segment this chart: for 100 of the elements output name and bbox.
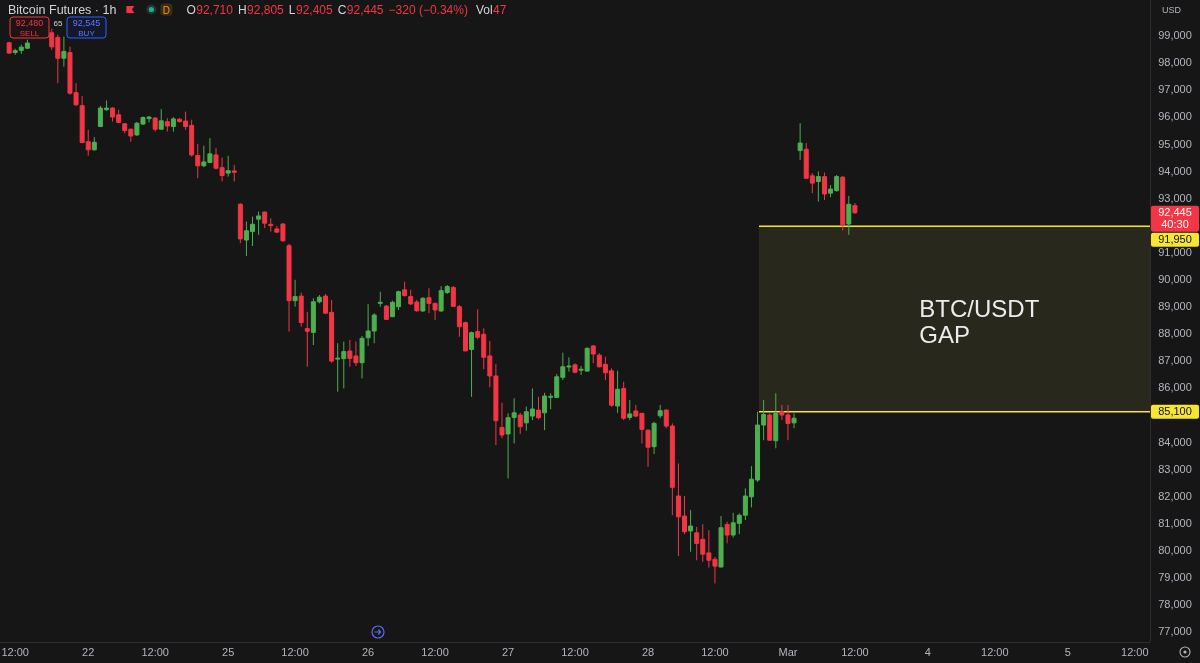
y-tick-label: 77,000 bbox=[1158, 625, 1192, 638]
candlestick bbox=[767, 412, 773, 442]
x-tick-label: 26 bbox=[362, 646, 375, 658]
candlestick bbox=[225, 155, 231, 178]
candlestick bbox=[724, 521, 730, 544]
y-tick-label: 78,000 bbox=[1158, 598, 1192, 611]
y-tick-label: 81,000 bbox=[1158, 516, 1192, 529]
x-tick-label: 28 bbox=[641, 646, 655, 658]
candlestick bbox=[377, 291, 383, 308]
candlestick bbox=[469, 331, 475, 398]
candlestick bbox=[791, 412, 797, 429]
candlestick bbox=[572, 362, 578, 374]
y-tick-label: 91,000 bbox=[1158, 245, 1192, 258]
annotation: 47 bbox=[493, 3, 507, 17]
x-tick-label: 12:00 bbox=[421, 646, 449, 658]
annotation: C bbox=[337, 3, 347, 17]
x-tick-label: 25 bbox=[222, 646, 235, 658]
candlestick bbox=[158, 108, 164, 131]
x-tick-label: Mar bbox=[778, 646, 798, 658]
x-tick-label: 12:00 bbox=[1121, 646, 1149, 658]
candlestick bbox=[535, 396, 541, 420]
x-tick-label: 12:00 bbox=[701, 646, 729, 658]
candlestick bbox=[627, 399, 633, 421]
candlestick bbox=[645, 428, 651, 468]
y-tick-label: 89,000 bbox=[1158, 300, 1192, 313]
ref-line-label: 85,100 bbox=[1158, 405, 1192, 418]
candlestick bbox=[815, 170, 821, 203]
x-tick-label: 12:00 bbox=[141, 646, 169, 658]
y-tick-label: 87,000 bbox=[1158, 354, 1192, 367]
ref-line-label: 91,950 bbox=[1158, 233, 1192, 246]
candlestick bbox=[256, 211, 262, 236]
annotation: 92,805 bbox=[247, 3, 285, 17]
candlestick bbox=[517, 412, 523, 435]
y-tick-label: 90,000 bbox=[1158, 273, 1192, 286]
candlestick bbox=[615, 370, 621, 414]
candlestick bbox=[499, 402, 505, 439]
candlestick bbox=[91, 136, 97, 152]
annotation: 92,545 bbox=[72, 18, 101, 28]
text: 40:30 bbox=[1161, 218, 1189, 231]
candlestick bbox=[718, 515, 724, 569]
candlestick bbox=[420, 296, 426, 313]
candlestick bbox=[152, 116, 158, 133]
y-tick-label: 88,000 bbox=[1158, 327, 1192, 340]
y-tick-label: 97,000 bbox=[1158, 83, 1192, 96]
candlestick bbox=[237, 202, 243, 244]
candlestick bbox=[286, 243, 292, 333]
candlestick bbox=[657, 404, 663, 419]
candlestick bbox=[6, 41, 12, 55]
candlestick bbox=[402, 281, 408, 298]
annotation: −320 (−0.34%) bbox=[388, 3, 468, 17]
candlestick bbox=[262, 211, 268, 229]
annotation: O bbox=[186, 3, 196, 17]
candlestick bbox=[268, 217, 274, 233]
text: USD bbox=[1162, 5, 1182, 15]
y-tick-label: 98,000 bbox=[1158, 56, 1192, 69]
candlestick bbox=[359, 335, 365, 379]
x-tick-label: 5 bbox=[1064, 646, 1071, 658]
candlestick bbox=[846, 195, 852, 236]
annotation: Vol bbox=[475, 3, 493, 17]
y-tick-label: 80,000 bbox=[1158, 543, 1192, 556]
y-tick-label: 96,000 bbox=[1158, 110, 1192, 123]
annotation: H bbox=[237, 3, 247, 17]
annotation: 92,480 bbox=[15, 18, 44, 28]
annotation: L bbox=[288, 3, 296, 17]
annotation: 92,405 bbox=[295, 3, 333, 17]
annotation: BUY bbox=[78, 28, 96, 38]
y-tick-label: 93,000 bbox=[1158, 191, 1192, 204]
candlestick bbox=[651, 421, 657, 455]
y-tick-label: 94,000 bbox=[1158, 164, 1192, 177]
chart-title: Bitcoin Futures · 1h bbox=[8, 3, 117, 17]
candlestick bbox=[164, 117, 170, 133]
candlestick bbox=[773, 392, 779, 449]
candlestick bbox=[621, 381, 627, 421]
annotation: SELL bbox=[19, 28, 40, 38]
x-tick-label: 12:00 bbox=[841, 646, 869, 658]
x-tick-label: 22 bbox=[82, 646, 95, 658]
annotation: 65 bbox=[53, 19, 63, 28]
candlestick bbox=[231, 164, 237, 182]
band-label: BTC/USDT GAP bbox=[919, 294, 1040, 348]
annotation: 92,445 bbox=[346, 3, 384, 17]
annotation: 92,710 bbox=[196, 3, 234, 17]
x-tick-label: 12:00 bbox=[981, 646, 1009, 658]
candlestick bbox=[840, 175, 846, 232]
candlestick bbox=[170, 116, 176, 133]
x-tick-label: 12:00 bbox=[281, 646, 309, 658]
y-tick-label: 79,000 bbox=[1158, 570, 1192, 583]
candlestick bbox=[304, 311, 310, 368]
candlestick bbox=[61, 36, 67, 68]
y-tick-label: 82,000 bbox=[1158, 489, 1192, 502]
candlestick bbox=[688, 509, 694, 553]
y-tick-label: 95,000 bbox=[1158, 137, 1192, 150]
candlestick bbox=[292, 279, 298, 308]
y-tick-label: 86,000 bbox=[1158, 381, 1192, 394]
candlestick bbox=[821, 172, 827, 201]
y-tick-label: 99,000 bbox=[1158, 29, 1192, 42]
candlestick bbox=[383, 304, 389, 321]
y-tick-label: 84,000 bbox=[1158, 435, 1192, 448]
x-tick-label: 12:00 bbox=[1, 646, 29, 658]
y-tick-label: 83,000 bbox=[1158, 462, 1192, 475]
candlestick bbox=[797, 122, 803, 161]
